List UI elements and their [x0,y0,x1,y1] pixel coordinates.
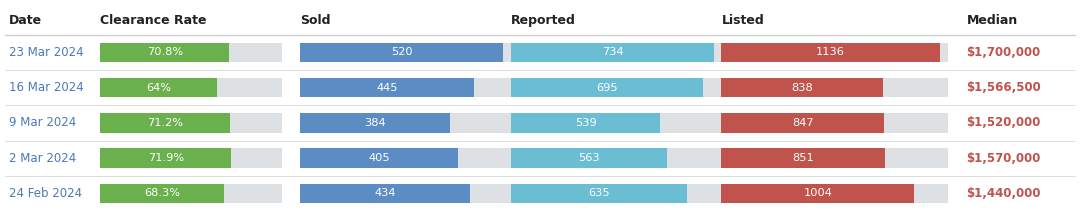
Bar [100,184,282,203]
Text: 23 Mar 2024: 23 Mar 2024 [9,46,83,59]
Bar [721,149,885,168]
Bar [721,184,948,203]
Bar [100,113,282,133]
Bar [511,149,666,168]
Text: 16 Mar 2024: 16 Mar 2024 [9,81,83,94]
Text: 71.9%: 71.9% [148,153,184,163]
Bar [100,43,229,62]
Text: 64%: 64% [146,83,171,93]
Bar [511,149,721,168]
Text: 405: 405 [368,153,390,163]
Bar [300,113,450,133]
Bar [100,149,231,168]
Text: $1,520,000: $1,520,000 [967,116,1041,129]
Text: $1,566,500: $1,566,500 [967,81,1041,94]
Text: 434: 434 [374,188,395,198]
Bar [100,78,217,97]
Bar [511,184,721,203]
Text: 71.2%: 71.2% [147,118,183,128]
Bar [100,149,282,168]
Text: Listed: Listed [721,14,765,27]
Bar [300,78,511,97]
Bar [300,149,511,168]
Bar [511,113,721,133]
Text: 70.8%: 70.8% [147,47,183,57]
Text: 847: 847 [792,118,813,128]
Text: 1136: 1136 [816,47,845,57]
Bar [511,113,660,133]
Text: 838: 838 [791,83,813,93]
Text: 851: 851 [793,153,814,163]
Text: Date: Date [9,14,42,27]
Text: Reported: Reported [511,14,576,27]
Bar [300,184,470,203]
Bar [300,78,474,97]
Text: 734: 734 [602,47,623,57]
Bar [300,113,511,133]
Bar [511,78,703,97]
Text: 384: 384 [364,118,386,128]
Bar [100,43,282,62]
Text: $1,440,000: $1,440,000 [967,187,1041,200]
Text: 1004: 1004 [804,188,833,198]
Text: 445: 445 [376,83,397,93]
Bar [511,78,721,97]
Text: 539: 539 [575,118,596,128]
Bar [100,78,282,97]
Bar [721,43,940,62]
Bar [721,113,885,133]
Bar [721,113,948,133]
Bar [300,43,503,62]
Bar [100,113,230,133]
Bar [100,184,225,203]
Bar [511,184,687,203]
Bar [721,78,948,97]
Text: 563: 563 [578,153,599,163]
Text: $1,700,000: $1,700,000 [967,46,1041,59]
Bar [300,184,511,203]
Text: 2 Mar 2024: 2 Mar 2024 [9,152,76,165]
Bar [300,149,458,168]
Text: Median: Median [967,14,1017,27]
Text: 695: 695 [596,83,618,93]
Bar [721,184,915,203]
Bar [300,43,511,62]
Bar [721,78,882,97]
Bar [511,43,721,62]
Text: 520: 520 [391,47,413,57]
Text: Sold: Sold [300,14,330,27]
Bar [721,149,948,168]
Text: $1,570,000: $1,570,000 [967,152,1041,165]
Bar [721,43,948,62]
Text: 68.3%: 68.3% [145,188,180,198]
Text: 9 Mar 2024: 9 Mar 2024 [9,116,76,129]
Text: 635: 635 [588,188,609,198]
Text: Clearance Rate: Clearance Rate [100,14,207,27]
Text: 24 Feb 2024: 24 Feb 2024 [9,187,82,200]
Bar [511,43,714,62]
